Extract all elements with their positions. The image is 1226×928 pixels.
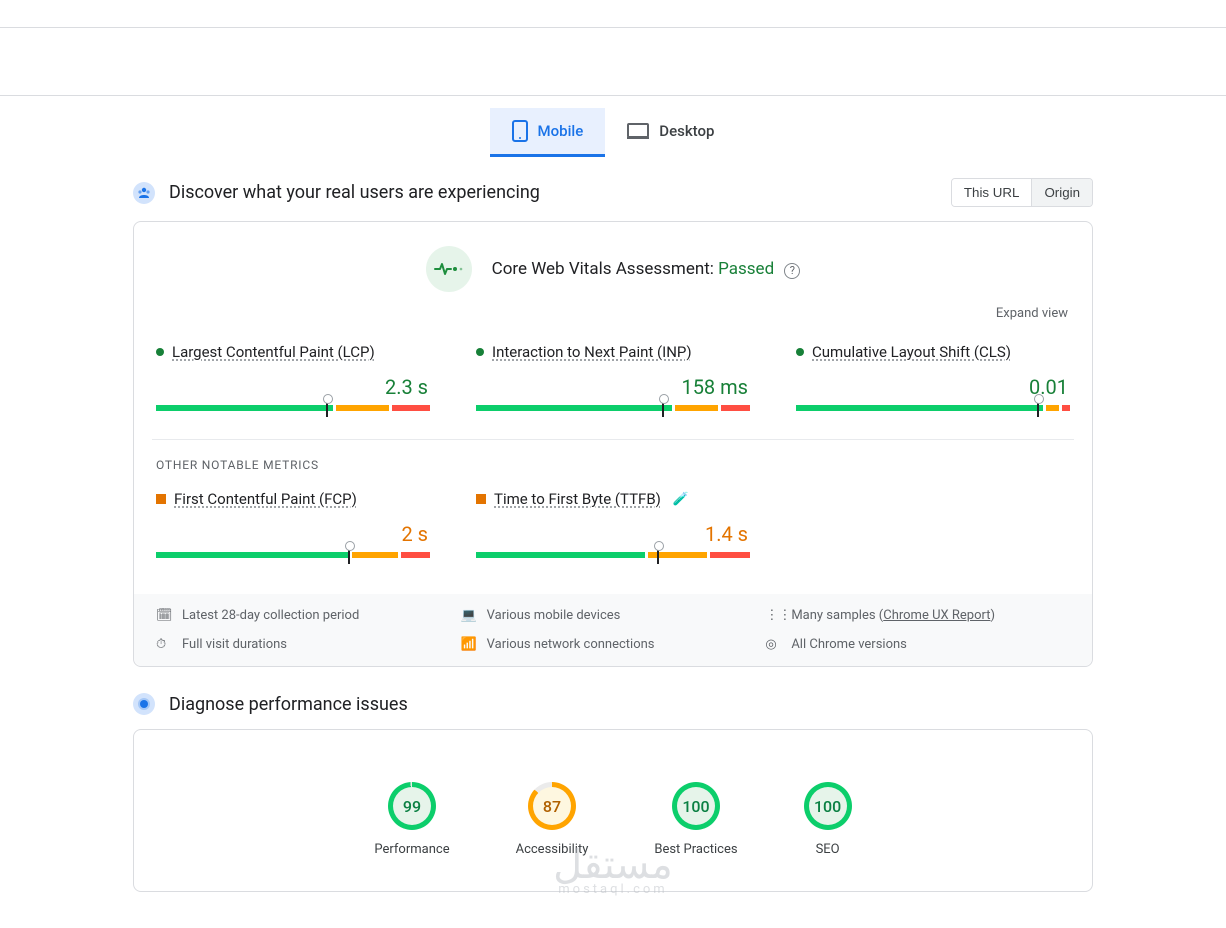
footer-samples: Many samples (Chrome UX Report) xyxy=(791,608,995,623)
devices-icon: 💻 xyxy=(461,608,477,623)
cwv-footer: 🗓 Latest 28-day collection period 💻 Variou… xyxy=(134,594,1092,666)
metric-lcp: Largest Contentful Paint (LCP) 2.3 s xyxy=(156,343,430,411)
device-tabs: Mobile Desktop xyxy=(0,96,1226,172)
metric-inp-value: 158 ms xyxy=(476,375,750,399)
scope-this-url[interactable]: This URL xyxy=(952,179,1032,206)
gauge-accessibility[interactable]: 87Accessibility xyxy=(516,782,589,857)
wifi-icon: 📶 xyxy=(461,637,477,652)
stopwatch-icon: ⏱ xyxy=(156,637,172,652)
tab-mobile-label: Mobile xyxy=(538,122,584,140)
status-dot-icon xyxy=(156,348,164,356)
cwv-metrics-other: First Contentful Paint (FCP) 2 s Time to… xyxy=(152,490,1074,572)
cwv-status: Passed xyxy=(718,259,774,279)
metric-cls-name[interactable]: Cumulative Layout Shift (CLS) xyxy=(812,343,1011,361)
metric-fcp-name[interactable]: First Contentful Paint (FCP) xyxy=(174,490,357,508)
metric-lcp-value: 2.3 s xyxy=(156,375,430,399)
metric-inp-name[interactable]: Interaction to Next Paint (INP) xyxy=(492,343,692,361)
expand-view-link[interactable]: Expand view xyxy=(158,306,1068,321)
metric-fcp: First Contentful Paint (FCP) 2 s xyxy=(156,490,430,558)
scatter-icon: ⋮⋮ xyxy=(765,608,781,623)
metric-cls-value: 0.01 xyxy=(796,375,1070,399)
metric-cls: Cumulative Layout Shift (CLS) 0.01 xyxy=(796,343,1070,411)
footer-durations: Full visit durations xyxy=(182,637,287,652)
metric-fcp-bar xyxy=(156,552,430,558)
flask-icon: 🧪 xyxy=(673,492,689,507)
diagnose-icon xyxy=(133,693,155,715)
other-metrics-label: OTHER NOTABLE METRICS xyxy=(156,458,1070,472)
help-icon[interactable]: ? xyxy=(784,263,800,279)
scope-origin[interactable]: Origin xyxy=(1031,179,1092,206)
url-bar-row xyxy=(0,28,1226,96)
calendar-icon: 🗓 xyxy=(156,608,172,623)
tab-desktop[interactable]: Desktop xyxy=(605,108,736,154)
divider xyxy=(152,439,1074,440)
tab-desktop-label: Desktop xyxy=(659,122,714,140)
metric-inp: Interaction to Next Paint (INP) 158 ms xyxy=(476,343,750,411)
chrome-icon: ◎ xyxy=(765,637,781,652)
cwv-label-text: Core Web Vitals Assessment: xyxy=(492,259,714,279)
section-discover-head: Discover what your real users are experi… xyxy=(133,178,1093,207)
lighthouse-panel: 99Performance 87Accessibility 100Best Pr… xyxy=(133,729,1093,892)
scope-segment: This URL Origin xyxy=(951,178,1093,207)
cwv-panel: Core Web Vitals Assessment: Passed ? Exp… xyxy=(133,221,1093,667)
footer-devices: Various mobile devices xyxy=(487,608,621,623)
metric-empty xyxy=(796,490,1070,558)
vitals-pulse-icon xyxy=(426,246,472,292)
chrome-ux-report-link[interactable]: Chrome UX Report xyxy=(883,608,990,623)
metric-ttfb-value: 1.4 s xyxy=(476,522,750,546)
gauge-seo[interactable]: 100SEO xyxy=(804,782,852,857)
metric-ttfb-name[interactable]: Time to First Byte (TTFB) xyxy=(494,490,661,508)
mobile-icon xyxy=(512,120,528,142)
status-dot-icon xyxy=(796,348,804,356)
footer-network: Various network connections xyxy=(487,637,655,652)
desktop-icon xyxy=(627,123,649,139)
cwv-assessment-label: Core Web Vitals Assessment: Passed ? xyxy=(492,259,801,279)
metric-cls-bar xyxy=(796,405,1070,411)
footer-versions: All Chrome versions xyxy=(791,637,907,652)
gauge-best-practices[interactable]: 100Best Practices xyxy=(654,782,737,857)
status-dot-icon xyxy=(476,348,484,356)
metric-inp-bar xyxy=(476,405,750,411)
metric-fcp-value: 2 s xyxy=(156,522,430,546)
metric-lcp-name[interactable]: Largest Contentful Paint (LCP) xyxy=(172,343,375,361)
metric-ttfb: Time to First Byte (TTFB) 🧪 1.4 s xyxy=(476,490,750,558)
section-diagnose-title: Diagnose performance issues xyxy=(169,694,408,715)
cwv-metrics-primary: Largest Contentful Paint (LCP) 2.3 s Int… xyxy=(152,343,1074,425)
status-square-icon xyxy=(476,494,486,504)
section-diagnose-head: Diagnose performance issues xyxy=(133,693,1093,715)
users-icon xyxy=(133,182,155,204)
footer-period: Latest 28-day collection period xyxy=(182,608,359,623)
metric-ttfb-bar xyxy=(476,552,750,558)
status-square-icon xyxy=(156,494,166,504)
top-spacer xyxy=(0,0,1226,28)
gauges-row: 99Performance 87Accessibility 100Best Pr… xyxy=(152,754,1074,891)
tab-mobile[interactable]: Mobile xyxy=(490,108,606,154)
metric-lcp-bar xyxy=(156,405,430,411)
gauge-performance[interactable]: 99Performance xyxy=(374,782,449,857)
section-discover-title: Discover what your real users are experi… xyxy=(169,182,540,203)
